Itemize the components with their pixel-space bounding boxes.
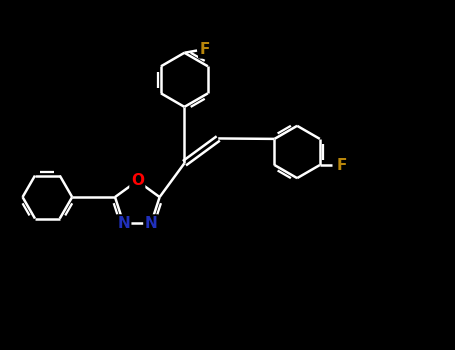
Text: F: F [336,158,347,173]
Text: O: O [131,173,144,188]
Text: F: F [200,42,210,57]
Text: N: N [117,216,130,231]
Text: N: N [145,216,157,231]
